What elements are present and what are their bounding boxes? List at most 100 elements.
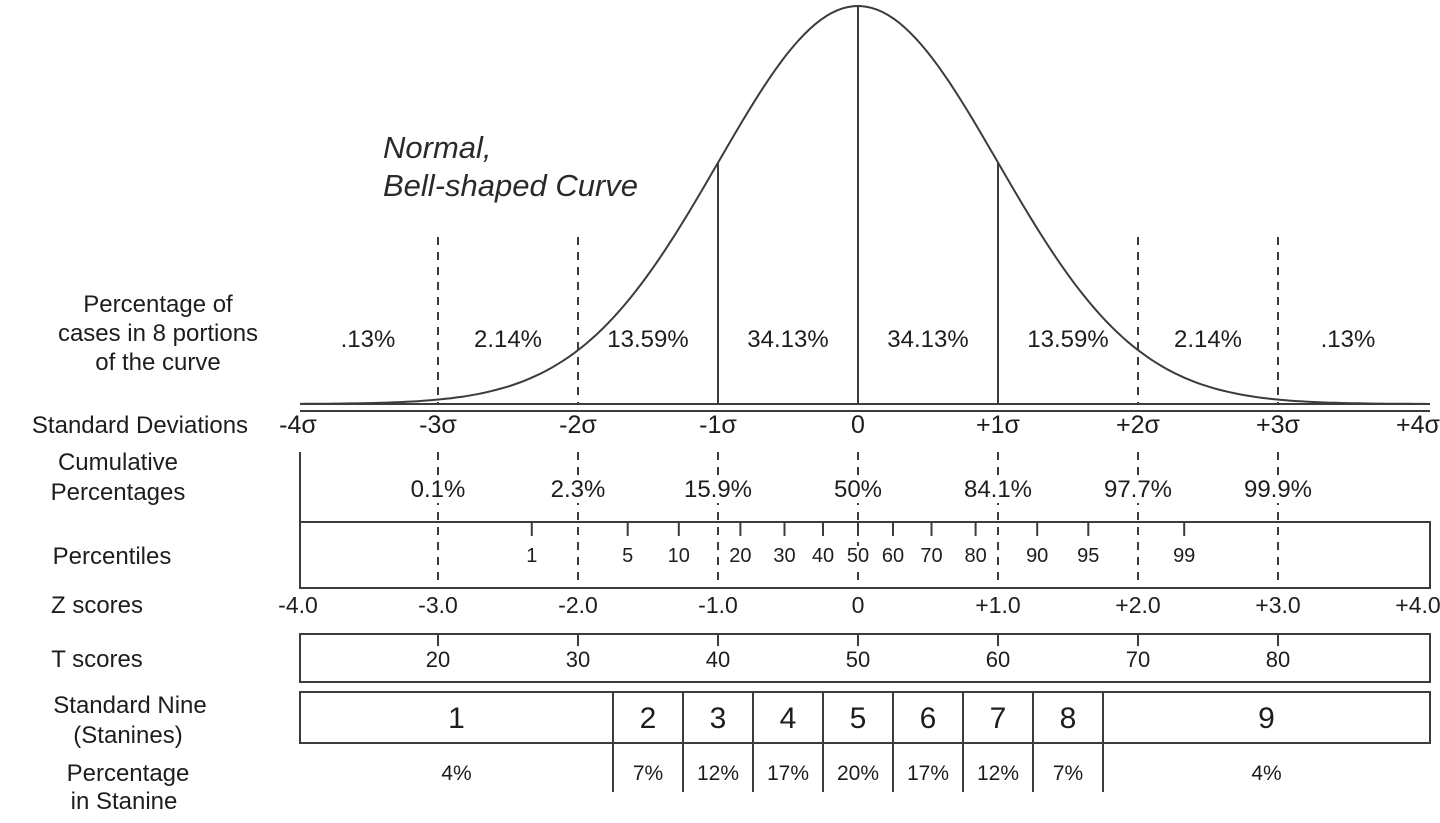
label-backdrop — [1023, 546, 1052, 566]
percentile-label: 30 — [773, 545, 795, 567]
portion-percentage-label: 13.59% — [607, 326, 688, 353]
label-backdrop — [820, 476, 896, 503]
percentile-label: 95 — [1077, 545, 1099, 567]
label-backdrop — [1170, 546, 1199, 566]
stanine-label: 6 — [920, 702, 937, 735]
label-backdrop — [664, 546, 693, 566]
row-label-stanine-pct-line2: in Stanine — [71, 788, 178, 815]
portion-percentage-label: .13% — [1321, 326, 1376, 353]
z-score-label: -4.0 — [278, 592, 318, 618]
percentile-band — [299, 521, 1431, 589]
row-label-cumulative-line2: Percentages — [51, 479, 186, 506]
z-score-label: +1.0 — [975, 592, 1020, 618]
row-label-standard-deviations: Standard Deviations — [32, 412, 248, 439]
z-score-label: -3.0 — [418, 592, 458, 618]
cumulative-percentage-label: 99.9% — [1244, 476, 1312, 503]
label-backdrop — [726, 546, 755, 566]
stanine-percentage-label: 7% — [633, 762, 663, 785]
cumulative-percentage-label: 84.1% — [964, 476, 1032, 503]
std-dev-tick-label: +4σ — [1396, 411, 1440, 439]
portion-percentage-label: .13% — [341, 326, 396, 353]
percentile-label: 5 — [622, 545, 633, 567]
percentile-label: 1 — [526, 545, 537, 567]
stanine-percentage-label: 4% — [1251, 762, 1281, 785]
std-dev-tick-label: -3σ — [419, 411, 457, 439]
stanine-label: 2 — [640, 702, 657, 735]
cumulative-percentage-label: 2.3% — [551, 476, 606, 503]
label-backdrop — [540, 476, 616, 503]
row-label-cumulative-line1: Cumulative — [58, 449, 178, 476]
label-backdrop — [613, 546, 642, 566]
row-label-t-scores: T scores — [51, 646, 143, 673]
stanine-percentage-label: 12% — [977, 762, 1019, 785]
label-backdrop — [809, 546, 837, 566]
label-backdrops — [400, 476, 1316, 566]
percentile-label: 80 — [964, 545, 986, 567]
label-backdrop — [961, 546, 990, 566]
label-backdrop — [879, 546, 907, 566]
z-score-label: -1.0 — [698, 592, 738, 618]
portion-percentage-label: 2.14% — [1174, 326, 1242, 353]
stanine-percentage-label: 7% — [1053, 762, 1083, 785]
z-score-label: +3.0 — [1255, 592, 1300, 618]
percentile-label: 20 — [729, 545, 751, 567]
label-backdrop — [400, 476, 476, 503]
row-label-percentiles: Percentiles — [53, 543, 172, 570]
figure-generated-labels: -4σ -3σ -2σ -1σ 0 +1σ +2σ +3σ +4σ .13% 2.14% 13.59%… — [278, 326, 1440, 785]
t-score-label: 70 — [1126, 647, 1150, 672]
stanine-label: 3 — [710, 702, 727, 735]
stanine-label: 8 — [1060, 702, 1077, 735]
row-label-stanine-pct-line1: Percentage — [67, 760, 190, 787]
std-dev-tick-label: -1σ — [699, 411, 737, 439]
row-label-stanines-line2: (Stanines) — [73, 722, 182, 749]
row-label-portions-line1: Percentage of — [83, 291, 233, 318]
t-score-label: 40 — [706, 647, 730, 672]
stanine-percentage-label: 12% — [697, 762, 739, 785]
t-score-label: 20 — [426, 647, 450, 672]
z-score-label: +4.0 — [1395, 592, 1440, 618]
std-dev-tick-label: +1σ — [976, 411, 1021, 439]
label-backdrop — [917, 546, 946, 566]
percentile-label: 99 — [1173, 545, 1195, 567]
portion-percentage-label: 34.13% — [747, 326, 828, 353]
label-backdrop — [960, 476, 1036, 503]
row-label-portions-line2: cases in 8 portions — [58, 320, 258, 347]
label-backdrop — [1074, 546, 1103, 566]
cumulative-percentage-label: 50% — [834, 476, 882, 503]
row-label-stanines-line1: Standard Nine — [53, 692, 206, 719]
label-backdrop — [1100, 476, 1176, 503]
portion-percentage-label: 34.13% — [887, 326, 968, 353]
stanine-label: 5 — [850, 702, 867, 735]
t-score-band — [299, 633, 1431, 683]
portion-percentage-label: 2.14% — [474, 326, 542, 353]
stanine-percentage-label: 17% — [767, 762, 809, 785]
percentile-label: 50 — [847, 545, 869, 567]
percentile-label: 10 — [668, 545, 690, 567]
label-backdrop — [1240, 476, 1316, 503]
stanine-percentage-label: 17% — [907, 762, 949, 785]
stanine-percentage-label: 20% — [837, 762, 879, 785]
row-label-z-scores: Z scores — [51, 592, 143, 619]
percentile-label: 40 — [812, 545, 834, 567]
percentile-label: 70 — [920, 545, 942, 567]
z-score-label: +2.0 — [1115, 592, 1160, 618]
std-dev-tick-label: -4σ — [279, 411, 317, 439]
figure-title-line1: Normal, — [383, 130, 492, 165]
std-dev-tick-label: +3σ — [1256, 411, 1301, 439]
std-dev-tick-label: 0 — [851, 411, 865, 439]
percentile-label: 90 — [1026, 545, 1048, 567]
stanine-label: 1 — [448, 702, 465, 735]
t-score-label: 60 — [986, 647, 1010, 672]
stanine-label: 7 — [990, 702, 1007, 735]
z-score-label: 0 — [852, 592, 865, 618]
std-dev-tick-label: +2σ — [1116, 411, 1161, 439]
cumulative-percentage-label: 0.1% — [411, 476, 466, 503]
label-backdrop — [770, 546, 799, 566]
cumulative-percentage-label: 97.7% — [1104, 476, 1172, 503]
stanine-band — [299, 691, 1431, 744]
z-score-label: -2.0 — [558, 592, 598, 618]
stanine-label: 4 — [780, 702, 797, 735]
label-backdrop — [680, 476, 756, 503]
